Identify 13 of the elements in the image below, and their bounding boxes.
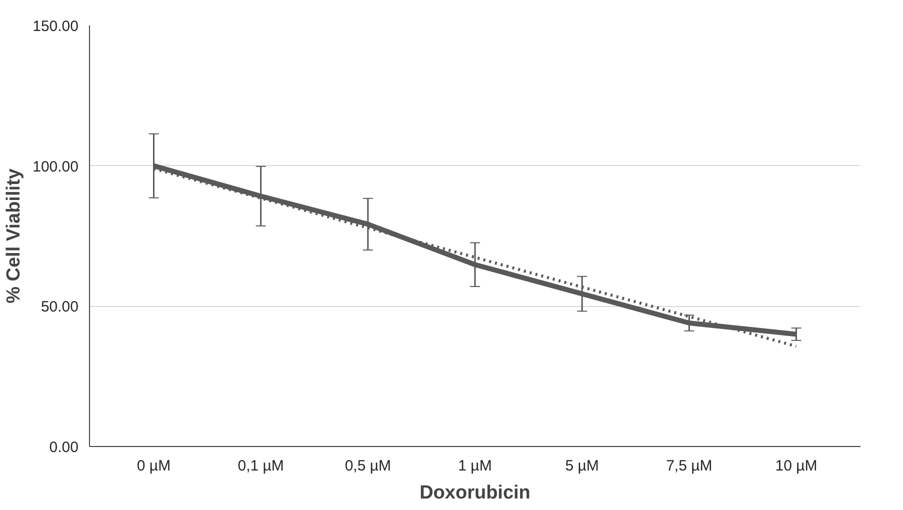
x-tick-label: 10 µM (775, 458, 818, 474)
y-axis-title: % Cell Viability (4, 168, 25, 304)
x-tick-label: 0 µM (136, 458, 171, 474)
x-tick-label: 0,5 µM (344, 458, 392, 474)
x-tick-label: 0,1 µM (238, 458, 284, 474)
x-axis-title: Doxorubicin (420, 482, 530, 504)
y-tick-label: 100.00 (32, 158, 79, 176)
x-tick-label: 7,5 µM (666, 458, 712, 474)
y-tick-label: 50.00 (40, 298, 79, 316)
y-tick-label: 0.00 (49, 439, 79, 456)
x-tick-label: 5 µM (565, 458, 599, 474)
x-tick-label: 1 µM (458, 458, 492, 474)
y-tick-label: 150.00 (32, 18, 79, 35)
